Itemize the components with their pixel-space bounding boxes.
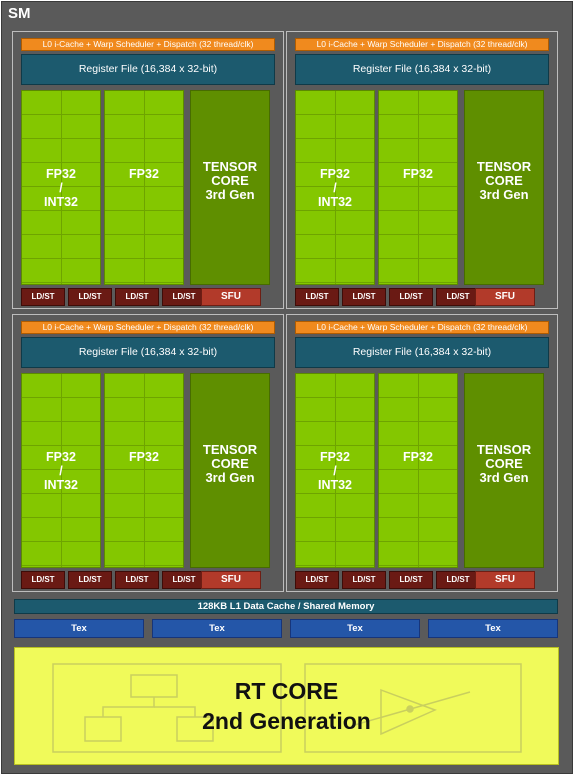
tensor-core-unit: TENSOR CORE 3rd Gen <box>464 90 544 285</box>
ldst-unit: LD/ST <box>115 288 159 306</box>
tensor-core-unit: TENSOR CORE 3rd Gen <box>190 373 270 568</box>
ldst-unit: LD/ST <box>68 288 112 306</box>
tensor-core-label-line: CORE <box>485 173 523 188</box>
fp32-unit: FP32 <box>378 373 458 568</box>
tensor-core-label-line: 3rd Gen <box>205 470 255 485</box>
ldst-unit: LD/ST <box>68 571 112 589</box>
tex-unit: Tex <box>290 619 420 638</box>
register-file: Register File (16,384 x 32-bit) <box>295 337 549 368</box>
fp32-unit: FP32 <box>104 90 184 285</box>
tensor-core-label-line: CORE <box>211 456 249 471</box>
register-file: Register File (16,384 x 32-bit) <box>21 54 275 85</box>
sm-partition: L0 i-Cache + Warp Scheduler + Dispatch (… <box>12 31 284 309</box>
bvh-edge-right <box>154 706 196 717</box>
tensor-core-label-line: TENSOR <box>202 159 258 174</box>
tex-unit: Tex <box>14 619 144 638</box>
fp32-int32-label-line: FP32 <box>320 450 350 464</box>
fp32-int32-unit: FP32 / INT32 <box>295 373 375 568</box>
ldst-unit: LD/ST <box>342 571 386 589</box>
ldst-unit: LD/ST <box>295 571 339 589</box>
tensor-core-label-line: TENSOR <box>202 442 258 457</box>
fp32-int32-label-line: / <box>59 464 63 478</box>
rt-core-background-diagram <box>52 663 522 753</box>
tensor-core-unit: TENSOR CORE 3rd Gen <box>464 373 544 568</box>
fp32-unit: FP32 <box>104 373 184 568</box>
ldst-unit: LD/ST <box>389 571 433 589</box>
l1-data-cache: 128KB L1 Data Cache / Shared Memory <box>14 599 558 614</box>
ldst-unit: LD/ST <box>389 288 433 306</box>
fp32-unit: FP32 <box>378 90 458 285</box>
ldst-unit: LD/ST <box>162 288 206 306</box>
sfu-unit: SFU <box>475 288 535 306</box>
sm-title: SM <box>8 5 31 22</box>
ldst-unit: LD/ST <box>436 288 480 306</box>
fp32-label: FP32 <box>403 167 433 181</box>
tensor-core-unit: TENSOR CORE 3rd Gen <box>190 90 270 285</box>
sm-partition: L0 i-Cache + Warp Scheduler + Dispatch (… <box>286 314 558 592</box>
ldst-unit: LD/ST <box>162 571 206 589</box>
fp32-int32-label-line: / <box>333 464 337 478</box>
fp32-int32-label-line: / <box>59 181 63 195</box>
tensor-core-label-line: 3rd Gen <box>205 187 255 202</box>
register-file: Register File (16,384 x 32-bit) <box>21 337 275 368</box>
sm-partition: L0 i-Cache + Warp Scheduler + Dispatch (… <box>12 314 284 592</box>
rt-core-title: RT CORE <box>234 678 339 704</box>
tensor-core-label-line: CORE <box>211 173 249 188</box>
ray-triangle <box>380 688 437 736</box>
ldst-unit: LD/ST <box>342 288 386 306</box>
fp32-int32-label-line: INT32 <box>317 195 353 209</box>
fp32-int32-label-line: FP32 <box>46 450 76 464</box>
ldst-unit: LD/ST <box>21 571 65 589</box>
ray-hit-point <box>406 705 414 713</box>
fp32-int32-unit: FP32 / INT32 <box>21 373 101 568</box>
sm-partition: L0 i-Cache + Warp Scheduler + Dispatch (… <box>286 31 558 309</box>
fp32-int32-label-line: / <box>333 181 337 195</box>
fp32-int32-unit: FP32 / INT32 <box>295 90 375 285</box>
l0-icache-warp-scheduler: L0 i-Cache + Warp Scheduler + Dispatch (… <box>295 321 549 334</box>
rt-core-subtitle: 2nd Generation <box>202 708 371 734</box>
fp32-int32-label-line: INT32 <box>43 195 79 209</box>
fp32-int32-unit: FP32 / INT32 <box>21 90 101 285</box>
tex-unit: Tex <box>152 619 282 638</box>
tex-unit: Tex <box>428 619 558 638</box>
l0-icache-warp-scheduler: L0 i-Cache + Warp Scheduler + Dispatch (… <box>295 38 549 51</box>
tensor-core-label-line: CORE <box>485 456 523 471</box>
ldst-unit: LD/ST <box>21 288 65 306</box>
ldst-unit: LD/ST <box>436 571 480 589</box>
l0-icache-warp-scheduler: L0 i-Cache + Warp Scheduler + Dispatch (… <box>21 321 275 334</box>
sfu-unit: SFU <box>201 571 261 589</box>
fp32-int32-label-line: FP32 <box>320 167 350 181</box>
fp32-int32-label-line: INT32 <box>317 478 353 492</box>
ldst-unit: LD/ST <box>295 288 339 306</box>
tensor-core-label-line: 3rd Gen <box>479 470 529 485</box>
tensor-core-label-line: 3rd Gen <box>479 187 529 202</box>
fp32-label: FP32 <box>129 167 159 181</box>
l0-icache-warp-scheduler: L0 i-Cache + Warp Scheduler + Dispatch (… <box>21 38 275 51</box>
tensor-core-label-line: TENSOR <box>476 442 532 457</box>
fp32-int32-label-line: FP32 <box>46 167 76 181</box>
fp32-label: FP32 <box>129 450 159 464</box>
rt-box-left <box>52 663 282 753</box>
fp32-label: FP32 <box>403 450 433 464</box>
ldst-unit: LD/ST <box>115 571 159 589</box>
register-file: Register File (16,384 x 32-bit) <box>295 54 549 85</box>
bvh-edge-left <box>102 697 155 717</box>
tensor-core-label-line: TENSOR <box>476 159 532 174</box>
rt-core: RT CORE 2nd Generation <box>14 647 559 765</box>
fp32-int32-label-line: INT32 <box>43 478 79 492</box>
sfu-unit: SFU <box>201 288 261 306</box>
rt-box-right <box>304 663 522 753</box>
sfu-unit: SFU <box>475 571 535 589</box>
